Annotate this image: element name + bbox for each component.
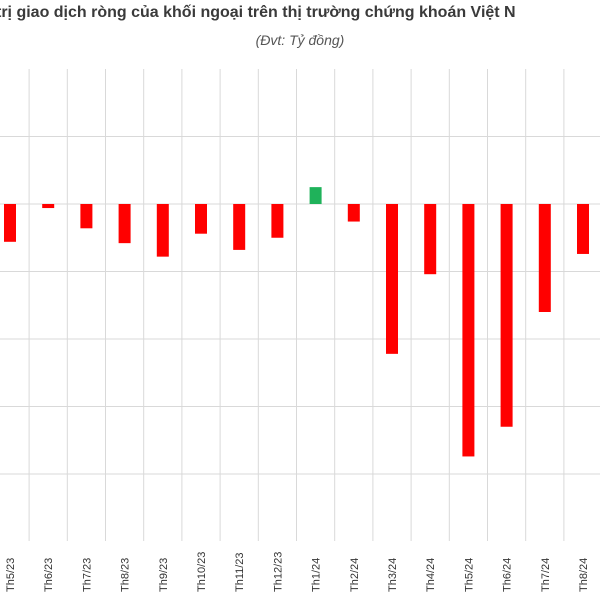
x-tick-label: Th9/23: [158, 558, 170, 592]
x-tick-label: Th1/24: [311, 558, 323, 592]
x-tick-label: Th3/24: [387, 558, 399, 592]
x-tick-label: Th7/24: [540, 558, 552, 592]
bar-Th7/23: [80, 204, 93, 229]
x-tick-label: Th12/23: [272, 552, 284, 592]
x-tick-label: Th2/24: [349, 558, 361, 592]
bar-Th3/24: [386, 204, 398, 354]
bar-Th2/24: [347, 204, 360, 222]
bar-Th9/23: [156, 204, 169, 257]
bar-Th4/24: [424, 204, 437, 275]
bar-Th10/23: [195, 204, 207, 234]
bar-Th1/24: [309, 187, 322, 204]
x-tick-label: Th8/23: [120, 558, 132, 592]
bar-Th8/23: [118, 204, 131, 244]
bar-Th12/23: [271, 204, 284, 238]
bar-Th7/24: [538, 204, 551, 312]
chart-subtitle: (Đvt: Tỷ đồng): [255, 32, 345, 48]
x-tick-label: Th7/23: [81, 558, 93, 592]
x-tick-label: Th5/23: [5, 558, 17, 592]
x-tick-label: Th4/24: [425, 558, 437, 592]
bar-Th6/23: [42, 204, 55, 209]
x-tick-label: Th6/24: [502, 558, 514, 592]
bar-Th6/24: [500, 204, 513, 427]
bar-Th5/24: [462, 204, 475, 457]
bar-Th8/24: [577, 204, 589, 254]
bar-Th11/23: [233, 204, 246, 250]
x-tick-label: Th6/23: [43, 558, 55, 592]
bar-Th5/23: [4, 204, 16, 242]
x-tick-label: Th11/23: [234, 552, 246, 592]
x-tick-label: Th5/24: [463, 558, 475, 592]
x-tick-label: Th10/23: [196, 552, 208, 592]
chart-title: trị giao dịch ròng của khối ngoại trên t…: [0, 4, 516, 21]
x-tick-label: Th8/24: [578, 558, 590, 592]
